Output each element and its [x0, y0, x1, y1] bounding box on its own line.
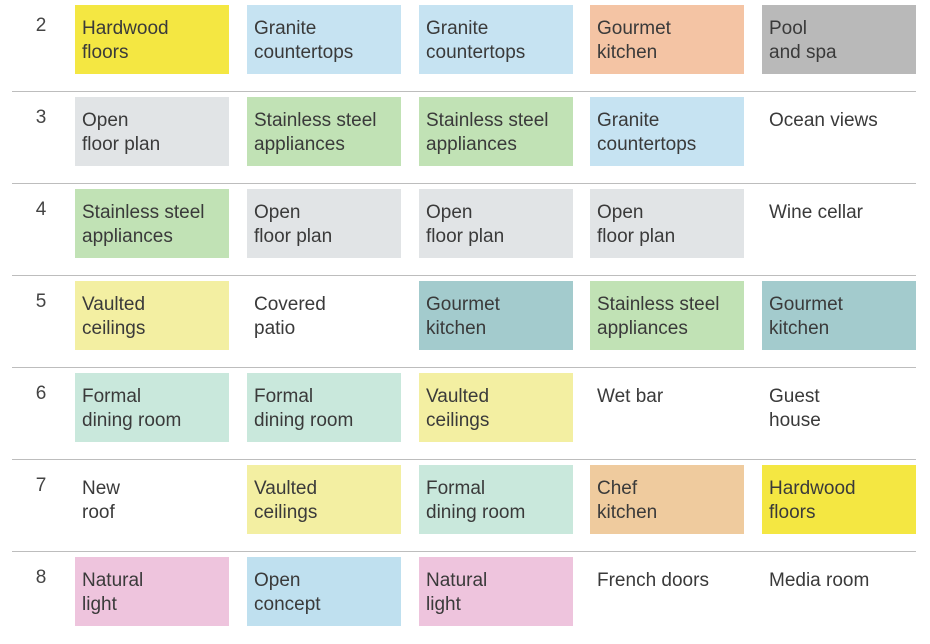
feature-cell: Granite countertops: [247, 5, 401, 74]
row-number: 2: [35, 15, 47, 36]
feature-cell: Pool and spa: [762, 5, 916, 74]
feature-cell: Formal dining room: [419, 465, 573, 534]
feature-cell: Open floor plan: [590, 189, 744, 258]
feature-cell: Formal dining room: [75, 373, 229, 442]
feature-cell: Stainless steel appliances: [590, 281, 744, 350]
feature-cell: Vaulted ceilings: [419, 373, 573, 442]
table-row: 5 Vaulted ceilings Covered patio Gourmet ki…: [0, 276, 930, 368]
row-divider: [12, 459, 916, 460]
row-number: 6: [35, 383, 47, 404]
table-row: 4 Stainless steel appliances Open floor pl…: [0, 184, 930, 276]
row-number: 8: [35, 567, 47, 588]
feature-cell: Formal dining room: [247, 373, 401, 442]
feature-cell: New roof: [82, 478, 121, 523]
feature-cell: Open floor plan: [419, 189, 573, 258]
feature-grid: 2 Hardwood floors Granite countertops Grani…: [0, 0, 930, 626]
row-divider: [12, 551, 916, 552]
feature-cell: Natural light: [75, 557, 229, 626]
feature-cell: Open concept: [247, 557, 401, 626]
feature-cell: Open floor plan: [75, 97, 229, 166]
feature-cell: Hardwood floors: [75, 5, 229, 74]
feature-cell: Wet bar: [597, 386, 664, 407]
feature-cell: Stainless steel appliances: [247, 97, 401, 166]
feature-cell: Covered patio: [254, 294, 326, 339]
feature-cell: Vaulted ceilings: [75, 281, 229, 350]
feature-cell: Open floor plan: [247, 189, 401, 258]
feature-cell: Granite countertops: [419, 5, 573, 74]
row-number: 7: [35, 475, 47, 496]
feature-cell: Wine cellar: [769, 202, 863, 223]
feature-cell: Granite countertops: [590, 97, 744, 166]
table-row: 8 Natural light Open concept Natural light F…: [0, 552, 930, 644]
feature-cell: Media room: [769, 570, 870, 591]
feature-cell: Chef kitchen: [590, 465, 744, 534]
row-number: 4: [35, 199, 47, 220]
feature-cell: Gourmet kitchen: [762, 281, 916, 350]
feature-cell: Gourmet kitchen: [419, 281, 573, 350]
row-divider: [12, 91, 916, 92]
table-row: 2 Hardwood floors Granite countertops Grani…: [0, 0, 930, 92]
feature-cell: Stainless steel appliances: [75, 189, 229, 258]
feature-cell: French doors: [597, 570, 709, 591]
feature-cell: Hardwood floors: [762, 465, 916, 534]
feature-cell: Ocean views: [769, 110, 878, 131]
feature-cell: Gourmet kitchen: [590, 5, 744, 74]
table-row: 6 Formal dining room Formal dining room Vau…: [0, 368, 930, 460]
table-row: 3 Open floor plan Stainless steel applianc…: [0, 92, 930, 184]
feature-cell: Natural light: [419, 557, 573, 626]
row-divider: [12, 367, 916, 368]
row-divider: [12, 183, 916, 184]
feature-cell: Stainless steel appliances: [419, 97, 573, 166]
row-number: 3: [35, 107, 47, 128]
table-row: 7 New roof Vaulted ceilings Formal dining r…: [0, 460, 930, 552]
feature-cell: Guest house: [769, 386, 821, 431]
row-divider: [12, 275, 916, 276]
row-number: 5: [35, 291, 47, 312]
feature-cell: Vaulted ceilings: [247, 465, 401, 534]
